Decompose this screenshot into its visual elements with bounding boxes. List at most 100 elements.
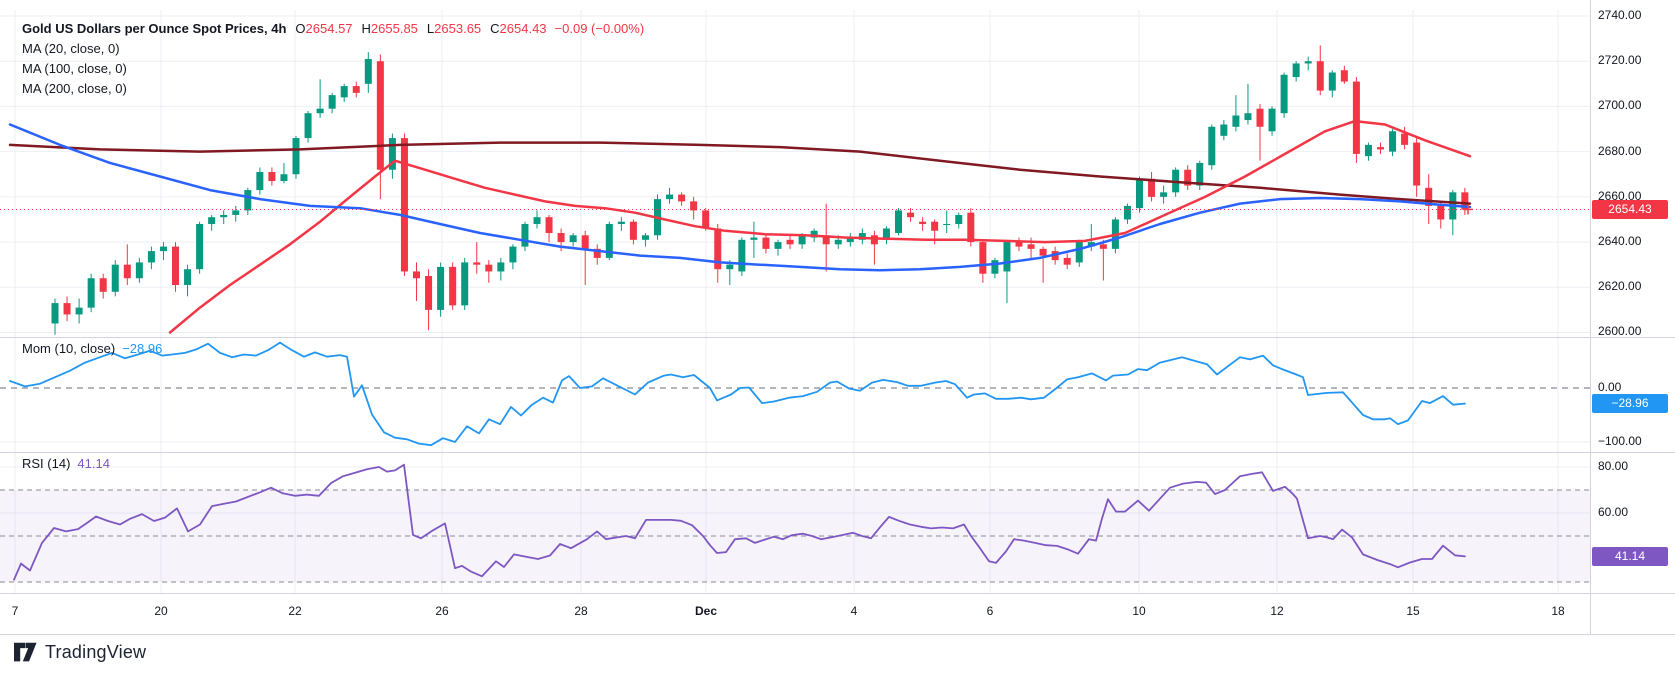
rsi-legend-row[interactable]: RSI (14) 41.14 <box>22 456 110 471</box>
rsi-axis-label: 60.00 <box>1598 505 1629 519</box>
candle-body <box>1316 61 1324 91</box>
symbol-legend-row[interactable]: Gold US Dollars per Ounce Spot Prices, 4… <box>22 21 644 36</box>
candle-body <box>485 264 493 272</box>
time-axis-label: 18 <box>1551 604 1565 618</box>
rsi-axis-label: 80.00 <box>1598 459 1629 473</box>
tradingview-logo-text: TradingView <box>45 642 147 662</box>
rsi-badge: 41.14 <box>1592 546 1668 566</box>
candle-body <box>858 233 866 240</box>
rsi-line <box>13 463 1466 581</box>
candle-body <box>557 233 565 243</box>
tradingview-logo[interactable]: TradingView <box>14 642 146 663</box>
candle-body <box>1015 242 1023 247</box>
ma20-label: MA (20, close, 0) <box>22 41 120 56</box>
time-axis-label: 22 <box>288 604 302 618</box>
candle-body <box>1003 242 1011 272</box>
time-axis-label: Dec <box>694 604 717 618</box>
candle-body <box>220 214 228 218</box>
candle-body <box>810 230 818 238</box>
candle-body <box>895 210 902 234</box>
time-axis[interactable] <box>0 593 1590 634</box>
candle-body <box>159 246 167 252</box>
price-axis-label: 2640.00 <box>1598 234 1642 249</box>
candle-body <box>1160 192 1168 197</box>
candle-body <box>196 223 204 270</box>
ma20-legend-row[interactable]: MA (20, close, 0) <box>22 41 120 56</box>
candle-body <box>340 86 348 98</box>
candle-body <box>1292 63 1300 78</box>
candle-body <box>786 239 794 245</box>
candle-body <box>111 264 119 292</box>
candle-body <box>280 174 288 182</box>
ma100-legend-row[interactable]: MA (100, close, 0) <box>22 61 127 76</box>
candle-body <box>617 221 625 224</box>
candle-body <box>123 264 131 279</box>
candle-body <box>690 201 698 211</box>
candle-body <box>738 239 746 272</box>
tradingview-logo-icon <box>14 642 37 662</box>
momentum-axis-label: −100.00 <box>1598 434 1642 448</box>
candle-body <box>545 217 553 234</box>
candle-body <box>473 262 481 265</box>
price-badge: 2654.43 <box>1592 199 1668 219</box>
price-axis-label: 2620.00 <box>1598 279 1642 294</box>
candle-body <box>834 239 842 245</box>
time-axis-label: 28 <box>574 604 588 618</box>
candle-body <box>461 262 469 306</box>
candle-body <box>991 260 999 274</box>
open-label: O <box>295 21 306 36</box>
change-value: −0.09 (−0.00%) <box>554 21 645 36</box>
candle-body <box>509 246 517 263</box>
candle-body <box>413 271 420 279</box>
candle-body <box>51 303 59 324</box>
candle-body <box>497 262 505 272</box>
time-axis-label: 7 <box>11 604 19 618</box>
candle-body <box>1027 244 1035 249</box>
mom-badge: −28.96 <box>1592 394 1668 414</box>
candle-body <box>1087 242 1095 247</box>
candle-body <box>750 237 758 240</box>
candle-body <box>364 58 372 84</box>
candle-body <box>1401 133 1409 145</box>
candle-body <box>1039 248 1047 256</box>
candle-body <box>135 262 143 279</box>
time-axis-label: 10 <box>1132 604 1146 618</box>
price-axis-label: 2660.00 <box>1598 188 1642 203</box>
momentum-value: −28.96 <box>122 341 163 356</box>
close-label: C <box>490 21 500 36</box>
candle-body <box>376 61 384 170</box>
candle-body <box>569 235 577 243</box>
price-axis-label: 2720.00 <box>1598 53 1642 68</box>
momentum-label: Mom (10, close) <box>22 341 116 356</box>
candle-body <box>1437 205 1445 220</box>
price-axis-label: 2600.00 <box>1598 324 1642 339</box>
candle-body <box>1352 81 1360 154</box>
candle-body <box>232 210 240 215</box>
price-axis[interactable] <box>1590 0 1675 634</box>
candle-body <box>1184 169 1192 186</box>
candle-body <box>1389 131 1397 152</box>
candle-body <box>967 212 975 243</box>
candle-body <box>63 303 71 315</box>
candle-body <box>774 242 782 249</box>
candle-body <box>147 251 155 263</box>
ma100-line <box>168 119 1472 334</box>
high-label: H <box>361 21 371 36</box>
rsi-label: RSI (14) <box>22 456 71 471</box>
high-value: 2655.85 <box>370 21 418 36</box>
momentum-legend-row[interactable]: Mom (10, close) −28.96 <box>22 341 162 356</box>
time-axis-label: 12 <box>1270 604 1284 618</box>
candle-body <box>425 275 433 310</box>
candle-body <box>919 221 927 224</box>
candle-body <box>1148 178 1156 197</box>
candle-body <box>641 235 649 240</box>
candle-body <box>1425 187 1433 206</box>
low-label: L <box>426 21 435 36</box>
candle-body <box>1280 74 1288 114</box>
candle-body <box>1304 61 1312 64</box>
ma200-line <box>8 141 1472 205</box>
time-axis-label: 6 <box>986 604 994 618</box>
ma200-legend-row[interactable]: MA (200, close, 0) <box>22 81 127 96</box>
time-axis-label: 26 <box>435 604 449 618</box>
